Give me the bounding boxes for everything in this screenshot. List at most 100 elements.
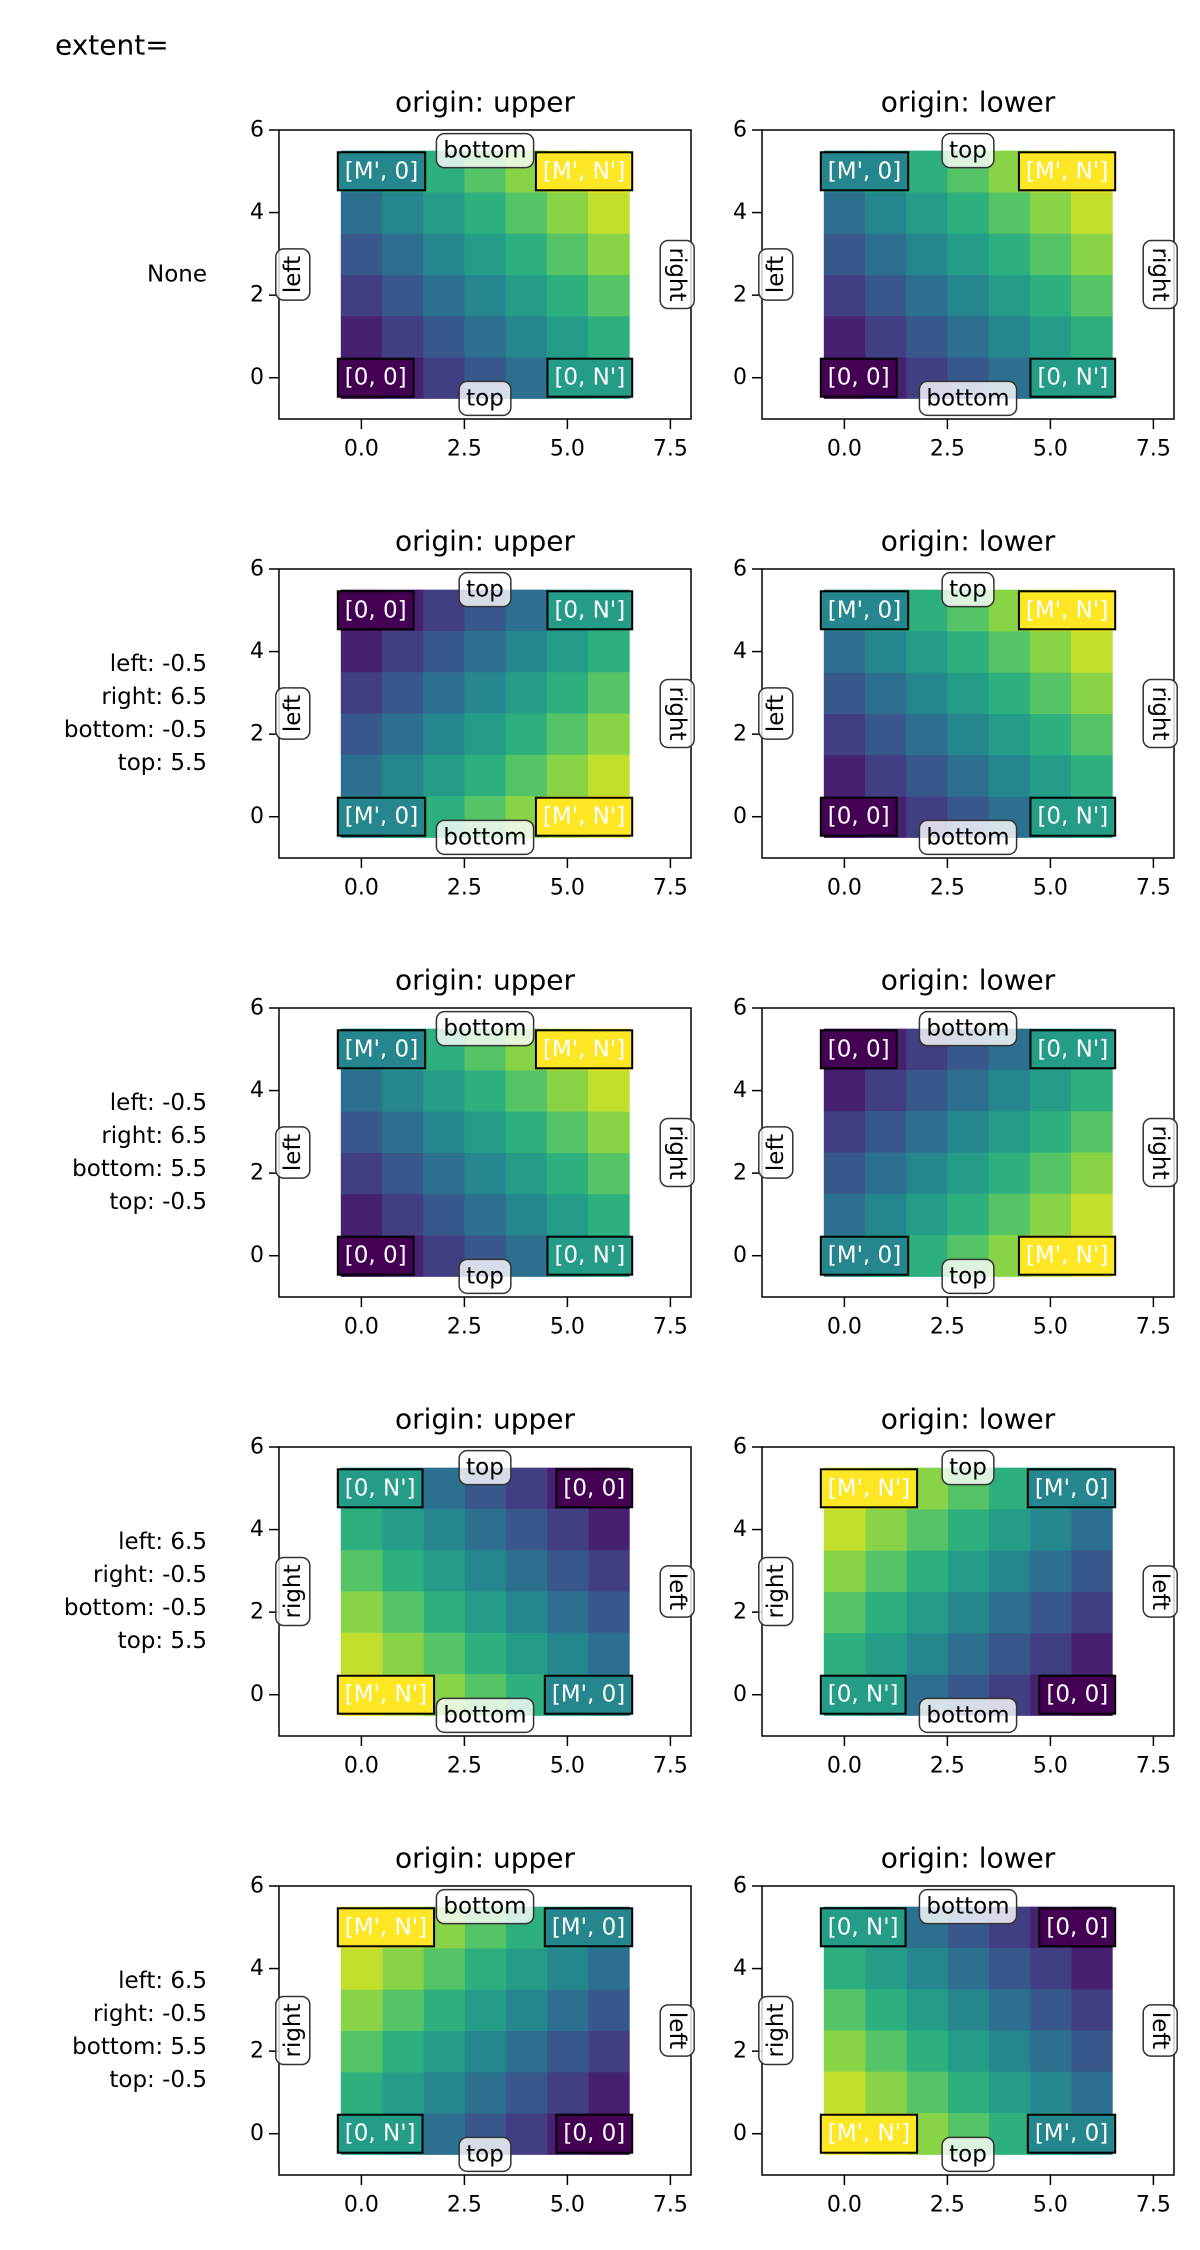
cell [1071, 630, 1113, 673]
cell [423, 233, 465, 275]
corner-label: [M', 0] [543, 1907, 634, 1948]
y-tick-label: 0 [250, 365, 264, 390]
cell [988, 1947, 1031, 1990]
edge-label-box [758, 248, 794, 301]
x-tick-label: 5.0 [550, 1315, 585, 1340]
corner-label: [0, 0] [555, 1468, 634, 1509]
cell [382, 1069, 424, 1112]
edge-label-text: right [763, 2003, 789, 2057]
cell [988, 1467, 1031, 1510]
row-label: left: -0.5 [110, 651, 207, 677]
cell [340, 1069, 383, 1112]
cell [546, 2030, 589, 2073]
cell [464, 1989, 507, 2031]
cell [382, 672, 424, 714]
corner-label-text: [0, 0] [1046, 1914, 1108, 1940]
cell [340, 754, 383, 797]
y-tick-label: 2 [733, 283, 747, 308]
cell [865, 1550, 907, 1592]
corner-label-text: [0, N'] [345, 1475, 416, 1501]
corner-label-box [534, 1029, 634, 1070]
cell [423, 1508, 465, 1551]
edge-label: bottom [435, 819, 535, 856]
edge-label-box [1142, 678, 1178, 749]
cell [823, 315, 866, 358]
cell [988, 233, 1031, 275]
edge-label-text: bottom [443, 1702, 526, 1728]
cell [546, 1508, 589, 1551]
edge-label-box [659, 678, 695, 749]
edge-label-box [275, 687, 311, 740]
y-tick-label: 4 [733, 1517, 747, 1542]
x-tick-label: 2.5 [930, 1315, 965, 1340]
cell [423, 191, 465, 234]
cell [546, 1947, 589, 1990]
edge-label-text: left [1147, 2012, 1173, 2049]
x-tick-label: 0.0 [344, 2193, 379, 2218]
x-tick-label: 0.0 [827, 1315, 862, 1340]
cell [588, 1947, 630, 1990]
cell [546, 1111, 589, 1153]
edge-label-text: left [1147, 1573, 1173, 1610]
cell [906, 754, 948, 797]
edge-label-text: bottom [926, 1016, 1009, 1042]
cell [906, 1632, 948, 1675]
cell [464, 1508, 507, 1551]
cell [382, 191, 424, 234]
edge-label: right [758, 1995, 794, 2066]
edge-label-text: top [949, 1263, 987, 1289]
y-tick-label: 4 [250, 639, 264, 664]
y-tick-label: 2 [250, 1161, 264, 1186]
cell [546, 1989, 589, 2031]
edge-label: bottom [435, 132, 535, 169]
cell [865, 1591, 907, 1634]
cell [988, 672, 1031, 714]
row-label: left: 6.5 [118, 1529, 207, 1555]
x-tick-label: 5.0 [1033, 437, 1068, 462]
cell [865, 713, 907, 756]
corner-label: [0, N'] [1029, 796, 1117, 837]
edge-label: top [458, 1258, 512, 1295]
cell [423, 589, 465, 632]
cell [464, 2030, 507, 2073]
corner-label-box [819, 2113, 919, 2154]
corner-label-text: [M', N'] [1026, 597, 1108, 623]
row-label: right: -0.5 [93, 2001, 207, 2027]
cell [1071, 274, 1113, 317]
corner-label-text: [M', N'] [828, 1475, 910, 1501]
cell [340, 1989, 383, 2031]
edge-label: top [941, 2136, 995, 2173]
x-tick-label: 5.0 [1033, 1315, 1068, 1340]
cell [988, 1591, 1031, 1634]
axes-title: origin: lower [881, 964, 1056, 997]
cell [505, 630, 548, 673]
cell [588, 233, 630, 275]
cell [546, 672, 589, 714]
cell [588, 713, 630, 756]
x-tick-label: 7.5 [653, 437, 688, 462]
cell [988, 1193, 1031, 1236]
corner-label-box [336, 1029, 427, 1070]
corner-label: [M', N'] [819, 1468, 919, 1509]
corner-label-box [546, 357, 634, 398]
x-tick-label: 5.0 [550, 1754, 585, 1779]
cell [823, 1989, 866, 2031]
corner-label-box [819, 151, 910, 192]
cell [505, 589, 548, 632]
cell [505, 1989, 548, 2031]
edge-label-box [758, 1126, 794, 1179]
y-tick-label: 2 [733, 1600, 747, 1625]
cell [382, 754, 424, 797]
edge-label-text: left [664, 1573, 690, 1610]
corner-label-box [819, 357, 898, 398]
cell [947, 2071, 990, 2114]
edge-label-text: top [466, 1263, 504, 1289]
corner-label: [M', N'] [1017, 1235, 1117, 1276]
axes: 0.0 2.5 5.0 7.5 0 2 4 6 origin: lower left right bo… [733, 1842, 1178, 2218]
edge-label: left [758, 687, 794, 740]
cell [423, 357, 465, 399]
edge-label-box [275, 1556, 311, 1627]
edge-label: right [275, 1556, 311, 1627]
edge-label-box [1142, 239, 1178, 310]
